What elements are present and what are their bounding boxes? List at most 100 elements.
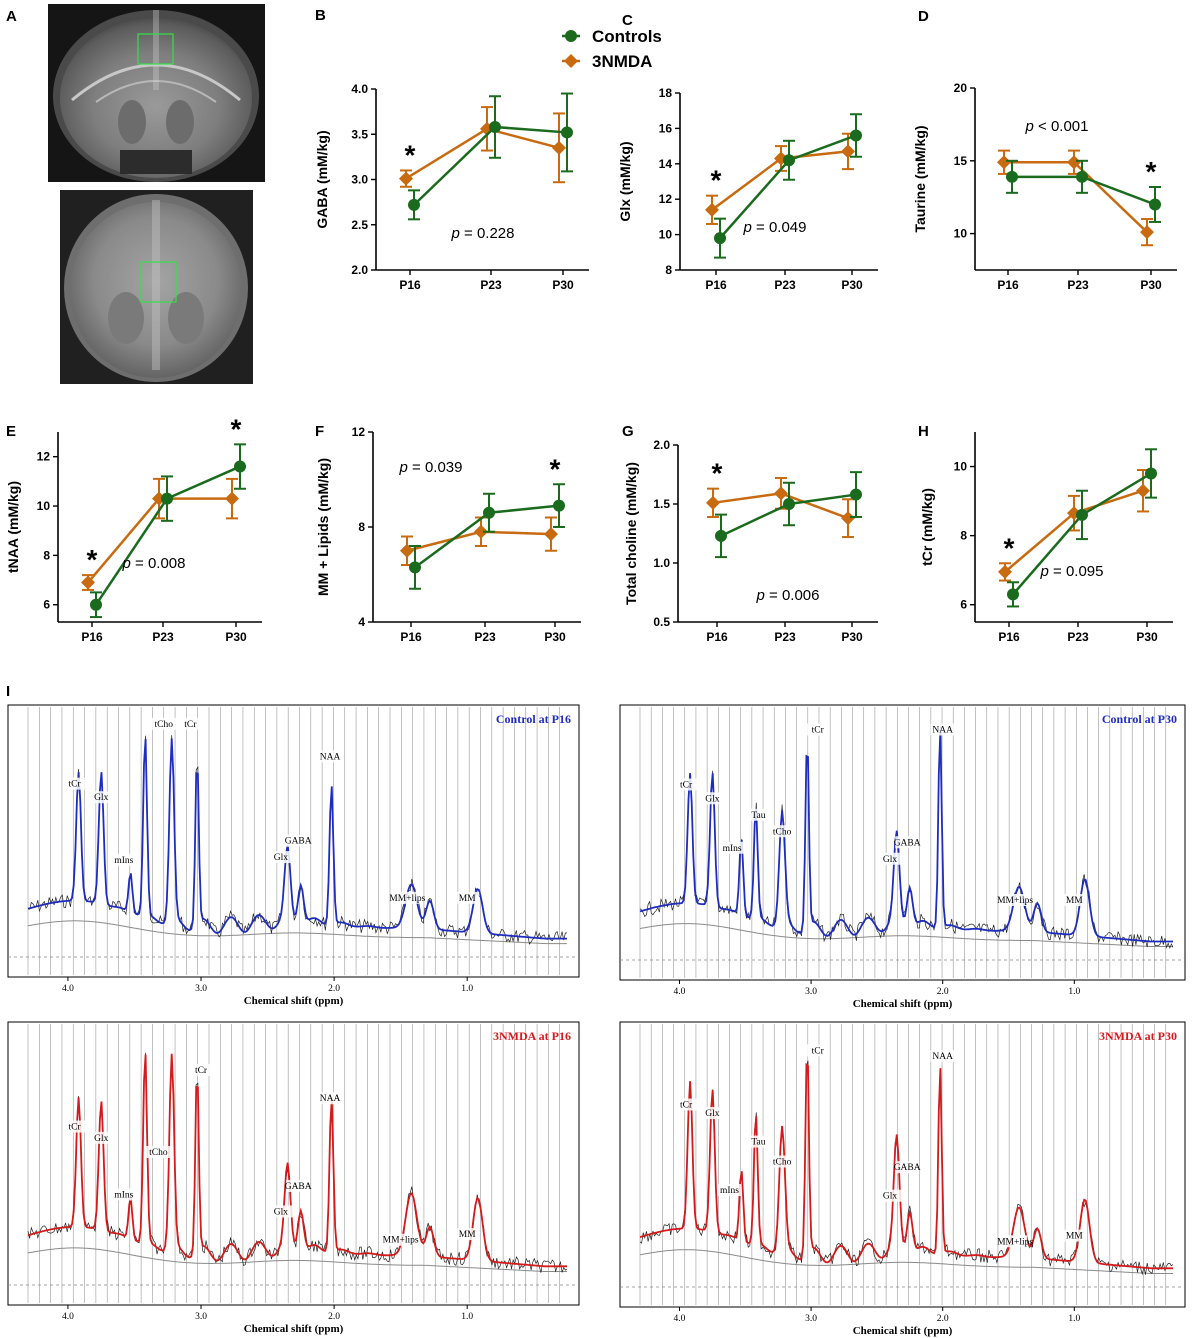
x-tick-label: P23 [774, 278, 796, 292]
series-nmda [399, 106, 566, 188]
data-point [161, 492, 173, 505]
y-axis-label: tCr (mM/kg) [919, 488, 935, 566]
peak-label-bg [146, 1146, 171, 1159]
spectrum-x-tick-label: 1.0 [1068, 987, 1080, 997]
peak-label-bg [286, 834, 311, 847]
data-point [489, 121, 501, 134]
significance-star: * [87, 544, 98, 575]
peak-label: MM [1066, 1232, 1083, 1242]
spectrum-frame [619, 1021, 1186, 1308]
peak-label: mIns [114, 856, 133, 866]
peak-label-bg [62, 777, 87, 790]
y-axis-label: GABA (mM/kg) [314, 130, 330, 228]
data-point [841, 144, 855, 159]
series-line [413, 125, 568, 206]
peak-label-bg [1062, 1229, 1087, 1242]
spectrum-background-fit [639, 923, 1173, 947]
data-point [544, 527, 558, 542]
voxel-roi-coronal [137, 33, 174, 65]
data-point [483, 506, 495, 519]
data-point [850, 488, 862, 501]
series-line [405, 127, 560, 180]
x-tick-label: P23 [774, 630, 796, 644]
peak-label-bg [1003, 1235, 1028, 1248]
data-point [400, 543, 414, 558]
p-value-text: = 0.228 [460, 225, 515, 242]
x-tick-label: P16 [400, 630, 422, 644]
data-point [1149, 198, 1161, 211]
peak-label-bg [318, 1092, 343, 1105]
spectrum-fit-curve [639, 1063, 1173, 1270]
panel-label-e: E [6, 423, 16, 440]
y-tick-label: 2.0 [351, 263, 368, 277]
spectrum-x-axis-label: Chemical shift (ppm) [853, 998, 953, 1010]
peak-label: MM [459, 1230, 476, 1240]
spectrum-x-tick-label: 4.0 [674, 1314, 686, 1324]
peak-label: GABA [285, 1182, 312, 1192]
y-tick-label: 3.5 [351, 127, 368, 141]
panel-label-a: A [6, 8, 17, 25]
spectrum-frame [619, 704, 1186, 981]
series-nmda [705, 132, 855, 225]
data-point [474, 524, 488, 539]
peak-label-bg [717, 1184, 742, 1196]
peak-label: tCho [155, 720, 174, 730]
spectrum-fit-curve [27, 1053, 567, 1268]
peak-label-bg [1003, 894, 1028, 906]
data-point [1140, 225, 1154, 240]
peak-label: tCr [184, 720, 197, 730]
y-tick-label: 8 [358, 520, 365, 534]
data-point [1145, 467, 1157, 480]
data-point [553, 499, 565, 512]
peak-label-bg [930, 1050, 955, 1063]
p-value-text: = 0.049 [752, 219, 807, 236]
spectrum-x-tick-label: 3.0 [805, 1314, 817, 1324]
data-point [715, 529, 727, 542]
peak-label: NAA [932, 1052, 953, 1062]
spectrum-x-tick-label: 1.0 [461, 984, 473, 994]
chart-e: E 6 8 10 12 P16 P23 P30 tNAA (mM/kg) * * p = 0.008 [5, 413, 262, 644]
y-tick-label: 8 [43, 548, 50, 562]
peak-label: Tau [751, 1138, 765, 1148]
y-tick-label: 16 [659, 121, 673, 135]
panel-a: A [6, 4, 265, 384]
peak-label: NAA [320, 1094, 341, 1104]
x-tick-label: P23 [474, 630, 496, 644]
y-axis-label: Glx (mM/kg) [617, 141, 633, 221]
peak-label: Glx [883, 855, 898, 865]
peak-label-bg [89, 791, 114, 804]
peak-label-bg [895, 1161, 920, 1174]
data-point [1076, 508, 1088, 521]
x-tick-label: P30 [841, 278, 863, 292]
peak-label-bg [930, 723, 955, 736]
p-value-text: = 0.095 [1049, 563, 1104, 580]
voxel-roi-axial [140, 261, 177, 303]
spectrum-background-fit [27, 920, 567, 945]
data-point [409, 561, 421, 574]
peak-label: MM+lips [997, 1237, 1033, 1247]
mri-axial-image [60, 190, 253, 384]
y-tick-label: 12 [37, 450, 51, 464]
series-controls [714, 113, 862, 259]
peak-label: tCr [195, 1066, 208, 1076]
peak-label: Glx [94, 793, 109, 803]
y-axis-label: Total choline (mM/kg) [623, 462, 639, 605]
spectrum-x-tick-label: 4.0 [62, 1312, 74, 1322]
x-tick-label: P16 [998, 630, 1020, 644]
spectrum-background-fit [27, 1247, 567, 1272]
data-point [408, 198, 420, 211]
peak-label: tCho [149, 1148, 168, 1158]
spectrum-x-tick-label: 2.0 [937, 987, 949, 997]
x-tick-label: P30 [1140, 278, 1162, 292]
panel-label-d: D [918, 8, 929, 25]
chart-g: G 0.5 1.0 1.5 2.0 P16 P23 P30 Total choline (mM/… [622, 423, 878, 644]
series-controls [1006, 159, 1161, 223]
x-tick-label: P16 [81, 630, 103, 644]
spectrum-raw-data [27, 1052, 568, 1273]
data-point [1136, 483, 1150, 498]
peak-label-bg [895, 836, 920, 849]
spectrum-x-tick-label: 2.0 [328, 984, 340, 994]
series-controls [409, 483, 565, 590]
